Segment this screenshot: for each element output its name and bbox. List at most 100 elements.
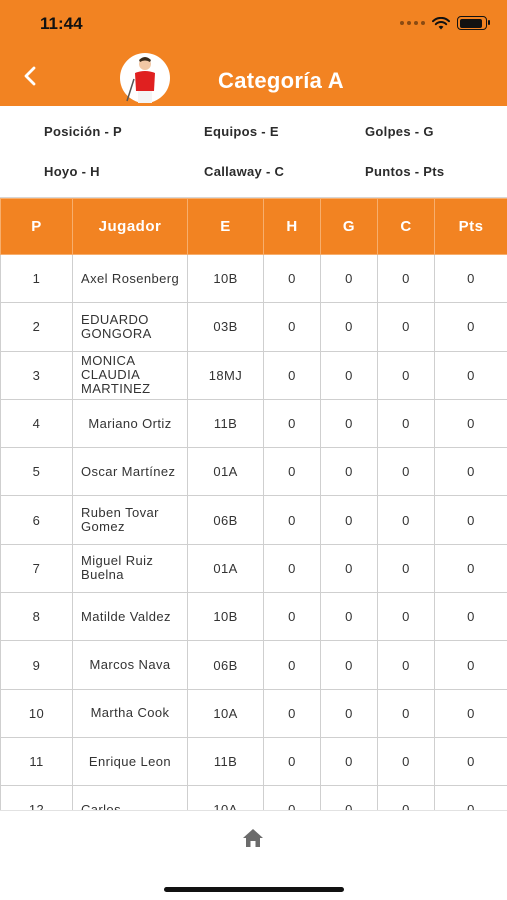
- cell-player: Miguel Ruiz Buelna: [72, 543, 188, 594]
- cell-callaway: 0: [377, 736, 435, 787]
- cell-strokes: 0: [320, 253, 378, 304]
- cell-strokes: 0: [320, 447, 378, 497]
- back-button[interactable]: [14, 60, 46, 92]
- col-header-h: H: [263, 198, 321, 255]
- cell-strokes: 0: [320, 398, 378, 449]
- table-row[interactable]: 7 Miguel Ruiz Buelna 01A 0 0 0 0: [0, 543, 507, 594]
- status-icons: [400, 16, 490, 30]
- battery-level: [459, 18, 482, 28]
- cell-player: Oscar Martínez: [72, 447, 188, 497]
- legend-hoyo: Hoyo - H: [44, 164, 100, 179]
- table-row[interactable]: 2 EDUARDO GONGORA 03B 0 0 0 0: [0, 302, 507, 352]
- cell-callaway: 0: [377, 543, 435, 594]
- col-header-g: G: [320, 198, 378, 255]
- cell-callaway: 0: [377, 785, 435, 810]
- cell-hole: 0: [263, 736, 321, 787]
- cell-strokes: 0: [320, 543, 378, 594]
- cell-team: 11B: [187, 398, 264, 449]
- cell-callaway: 0: [377, 253, 435, 304]
- cell-position: 12: [0, 785, 73, 810]
- table-row[interactable]: 4 Mariano Ortiz 11B 0 0 0 0: [0, 398, 507, 449]
- cell-hole: 0: [263, 592, 321, 642]
- cell-strokes: 0: [320, 350, 378, 400]
- cell-points: 0: [434, 398, 507, 449]
- cell-player: MONICA CLAUDIA MARTINEZ: [72, 350, 188, 400]
- cell-team: 10B: [187, 592, 264, 642]
- table-row[interactable]: 5 Oscar Martínez 01A 0 0 0 0: [0, 447, 507, 497]
- cell-strokes: 0: [320, 736, 378, 787]
- col-header-pts: Pts: [434, 198, 507, 255]
- signal-icon: [400, 21, 425, 25]
- cell-player: Ruben Tovar Gomez: [72, 495, 188, 545]
- cell-team: 03B: [187, 302, 264, 352]
- cell-position: 5: [0, 447, 73, 497]
- cell-callaway: 0: [377, 302, 435, 352]
- home-indicator: [164, 887, 344, 892]
- cell-position: 1: [0, 253, 73, 304]
- table-row[interactable]: 3 MONICA CLAUDIA MARTINEZ 18MJ 0 0 0 0: [0, 350, 507, 400]
- cell-position: 3: [0, 350, 73, 400]
- cell-points: 0: [434, 302, 507, 352]
- table-row[interactable]: 11 Enrique Leon 11B 0 0 0 0: [0, 736, 507, 787]
- cell-hole: 0: [263, 688, 321, 738]
- cell-strokes: 0: [320, 688, 378, 738]
- col-header-c: C: [377, 198, 435, 255]
- cell-callaway: 0: [377, 592, 435, 642]
- cell-points: 0: [434, 253, 507, 304]
- table-row[interactable]: 9 Marcos Nava 06B 0 0 0 0: [0, 640, 507, 690]
- col-header-jugador: Jugador: [72, 198, 188, 255]
- cell-team: 18MJ: [187, 350, 264, 400]
- cell-callaway: 0: [377, 398, 435, 449]
- cell-points: 0: [434, 736, 507, 787]
- cell-points: 0: [434, 447, 507, 497]
- cell-player: Enrique Leon: [72, 736, 188, 787]
- cell-strokes: 0: [320, 495, 378, 545]
- legend-golpes: Golpes - G: [365, 124, 434, 139]
- table-row[interactable]: 6 Ruben Tovar Gomez 06B 0 0 0 0: [0, 495, 507, 545]
- cell-team: 06B: [187, 495, 264, 545]
- cell-hole: 0: [263, 495, 321, 545]
- cell-team: 10A: [187, 785, 264, 810]
- legend-puntos: Puntos - Pts: [365, 164, 445, 179]
- table-row[interactable]: 10 Martha Cook 10A 0 0 0 0: [0, 688, 507, 738]
- cell-player: Matilde Valdez: [72, 592, 188, 642]
- cell-position: 11: [0, 736, 73, 787]
- cell-team: 10B: [187, 253, 264, 304]
- cell-player: EDUARDO GONGORA: [72, 302, 188, 352]
- cell-points: 0: [434, 350, 507, 400]
- cell-position: 7: [0, 543, 73, 594]
- status-time: 11:44: [40, 14, 83, 33]
- cell-points: 0: [434, 785, 507, 810]
- home-icon[interactable]: [241, 827, 265, 849]
- cell-hole: 0: [263, 253, 321, 304]
- legend: Posición - P Equipos - E Golpes - G Hoyo…: [0, 106, 507, 198]
- battery-icon: [457, 16, 490, 30]
- cell-team: 11B: [187, 736, 264, 787]
- table-row[interactable]: 1 Axel Rosenberg 10B 0 0 0 0: [0, 253, 507, 304]
- tab-bar: [0, 810, 507, 900]
- cell-position: 9: [0, 640, 73, 690]
- standings-table-scroll[interactable]: P Jugador E H G C Pts 1 Axel Rosenberg 10B…: [0, 198, 507, 810]
- cell-points: 0: [434, 592, 507, 642]
- cell-points: 0: [434, 640, 507, 690]
- cell-hole: 0: [263, 302, 321, 352]
- cell-position: 6: [0, 495, 73, 545]
- cell-player: Mariano Ortiz: [72, 398, 188, 449]
- chevron-left-icon: [24, 66, 36, 86]
- legend-equipos: Equipos - E: [204, 124, 279, 139]
- cell-callaway: 0: [377, 350, 435, 400]
- col-header-e: E: [187, 198, 264, 255]
- cell-team: 10A: [187, 688, 264, 738]
- cell-player: Martha Cook: [72, 688, 188, 738]
- cell-team: 01A: [187, 447, 264, 497]
- cell-strokes: 0: [320, 302, 378, 352]
- cell-team: 01A: [187, 543, 264, 594]
- cell-hole: 0: [263, 543, 321, 594]
- cell-hole: 0: [263, 350, 321, 400]
- cell-position: 10: [0, 688, 73, 738]
- legend-posicion: Posición - P: [44, 124, 123, 139]
- cell-player: Carlos: [72, 785, 188, 810]
- table-row[interactable]: 12 Carlos 10A 0 0 0 0: [0, 785, 507, 810]
- table-row[interactable]: 8 Matilde Valdez 10B 0 0 0 0: [0, 592, 507, 642]
- cell-strokes: 0: [320, 592, 378, 642]
